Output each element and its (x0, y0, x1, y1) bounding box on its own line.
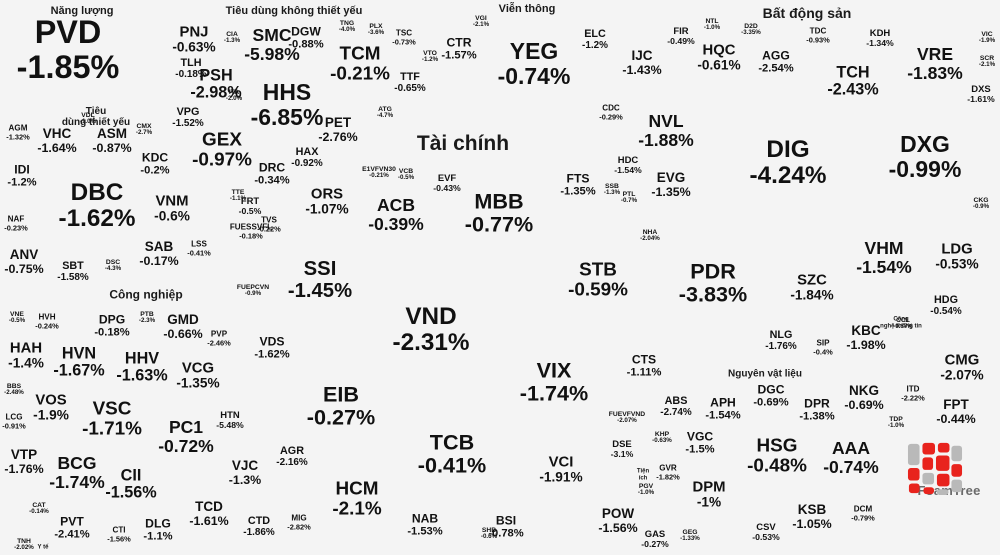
sector-label-vien-thong[interactable]: Viễn thông (499, 3, 556, 15)
sector-label-line: Năng lượng (50, 4, 114, 17)
sector-label-line: Bất động sản (762, 5, 852, 22)
sector-label-line: Tiêu dùng không thiết yếu (225, 4, 363, 17)
sector-label-nguyen-vat-lieu[interactable]: Nguyên vật liệu (728, 368, 802, 379)
sector-label-line: Nguyên vật liệu (728, 368, 802, 380)
sector-label-cong-nghiep[interactable]: Công nghiệp (109, 287, 183, 302)
sector-label-line: nghệ thông tin (880, 323, 922, 329)
sector-label-line: Viễn thông (498, 2, 556, 15)
sector-label-line: Tài chính (416, 132, 510, 156)
sector-label-cong-nghe[interactable]: Công nghệ thông tin (880, 316, 922, 329)
foamtree-logo: FoamTree (906, 440, 992, 540)
sector-separator (556, 462, 732, 555)
sector-label-line: Y tế (37, 544, 49, 551)
sector-label-line: Công nghiệp (109, 287, 183, 302)
sector-label-tieu-dung-ty[interactable]: Tiêu dùng thiết yếu (62, 106, 130, 128)
sector-label-bat-dong-san[interactable]: Bất động sản (762, 5, 852, 22)
foamtree-logomark (907, 442, 963, 496)
sector-separator (0, 278, 292, 555)
sector-label-tieu-dung-kty[interactable]: Tiêu dùng không thiết yếu (226, 5, 363, 17)
foamtree-wordmark: FoamTree (917, 482, 981, 498)
sector-label-line: Tiêu (85, 105, 107, 117)
sector-label-tien-ich[interactable]: Tiện ích (637, 468, 649, 481)
sector-label-y-te[interactable]: Y tế (38, 545, 49, 552)
sector-label-nang-luong[interactable]: Năng lượng (51, 5, 114, 17)
sector-label-tai-chinh[interactable]: Tài chính (417, 132, 509, 156)
sector-label-line: Tiện (636, 468, 650, 475)
sector-label-line: Công (893, 316, 909, 323)
sector-label-line: dùng thiết yếu (61, 117, 131, 128)
sector-label-line: ích (638, 475, 648, 481)
